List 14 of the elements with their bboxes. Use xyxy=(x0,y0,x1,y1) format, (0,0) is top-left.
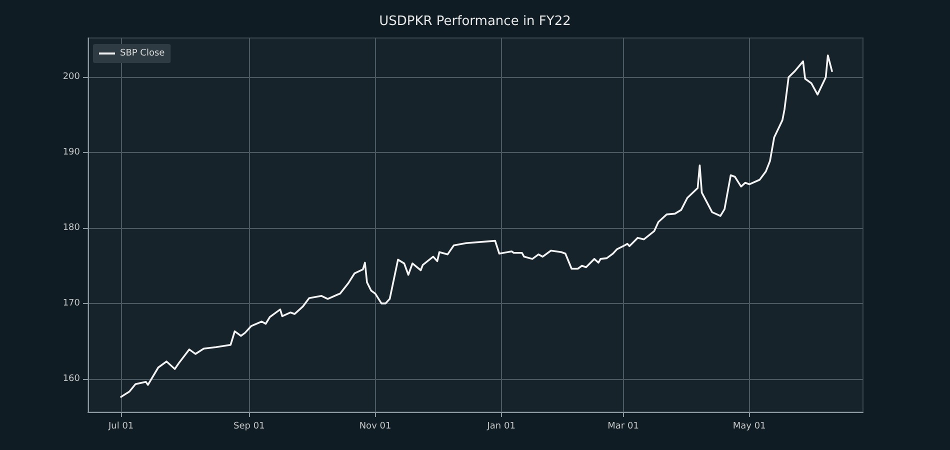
x-tick-label: Jan 01 xyxy=(486,422,516,432)
line-series xyxy=(120,54,833,398)
y-tick-label: 170 xyxy=(62,298,80,308)
y-tick-label: 190 xyxy=(62,148,80,158)
y-tick-label: 200 xyxy=(62,72,80,82)
x-tick-label: Nov 01 xyxy=(359,422,392,432)
legend-label: SBP Close xyxy=(120,48,166,58)
y-tick-label: 180 xyxy=(62,223,80,234)
x-tick-label: May 01 xyxy=(732,422,766,432)
x-tick-label: Jul 01 xyxy=(107,422,134,432)
y-tick-label: 160 xyxy=(62,374,80,384)
chart-title: USDPKR Performance in FY22 xyxy=(379,14,571,29)
x-tick-label: Sep 01 xyxy=(234,422,265,432)
x-tick-label: Mar 01 xyxy=(608,422,639,432)
